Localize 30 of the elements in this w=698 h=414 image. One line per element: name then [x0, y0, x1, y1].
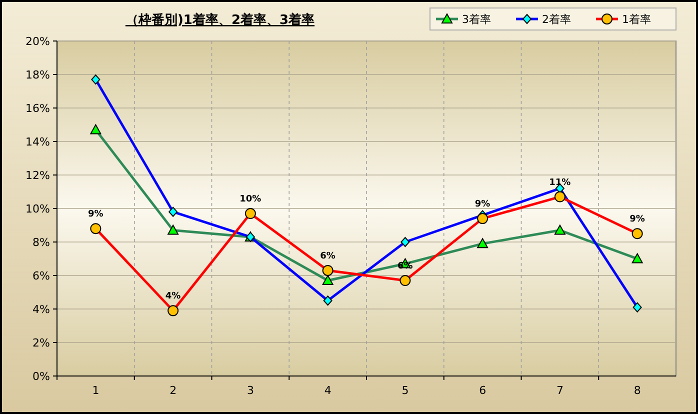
data-label: 4%	[165, 292, 181, 302]
data-label: 6%	[320, 251, 336, 262]
y-tick-label: 4%	[32, 302, 50, 316]
legend-label: 3着率	[462, 12, 491, 26]
chart-title: （枠番別)1着率、2着率、3着率	[125, 12, 315, 28]
y-tick-label: 2%	[32, 336, 50, 350]
y-tick-label: 10%	[26, 202, 50, 216]
y-tick-label: 14%	[26, 135, 50, 148]
x-tick-label: 7	[556, 384, 564, 397]
legend-label: 1着率	[622, 12, 651, 26]
data-label: 9%	[630, 214, 645, 225]
x-tick-label: 6	[479, 384, 486, 397]
y-tick-label: 8%	[32, 236, 50, 249]
y-tick-label: 20%	[26, 34, 50, 48]
y-tick-label: 0%	[32, 370, 50, 383]
x-tick-label: 2	[170, 384, 177, 397]
data-label: 10%	[240, 194, 262, 205]
x-tick-label: 8	[634, 384, 641, 397]
data-label: 9%	[88, 210, 104, 220]
x-tick-label: 4	[324, 384, 332, 397]
y-tick-label: 16%	[26, 102, 50, 115]
y-tick-label: 12%	[26, 168, 50, 182]
x-tick-label: 1	[92, 384, 100, 397]
data-label: 9%	[474, 200, 490, 210]
y-tick-label: 6%	[32, 269, 50, 282]
x-tick-label: 3	[246, 384, 254, 397]
x-tick-label: 5	[402, 384, 409, 397]
data-label: 11%	[549, 178, 571, 188]
y-tick-label: 18%	[26, 68, 50, 82]
legend-label: 2着率	[542, 12, 571, 26]
